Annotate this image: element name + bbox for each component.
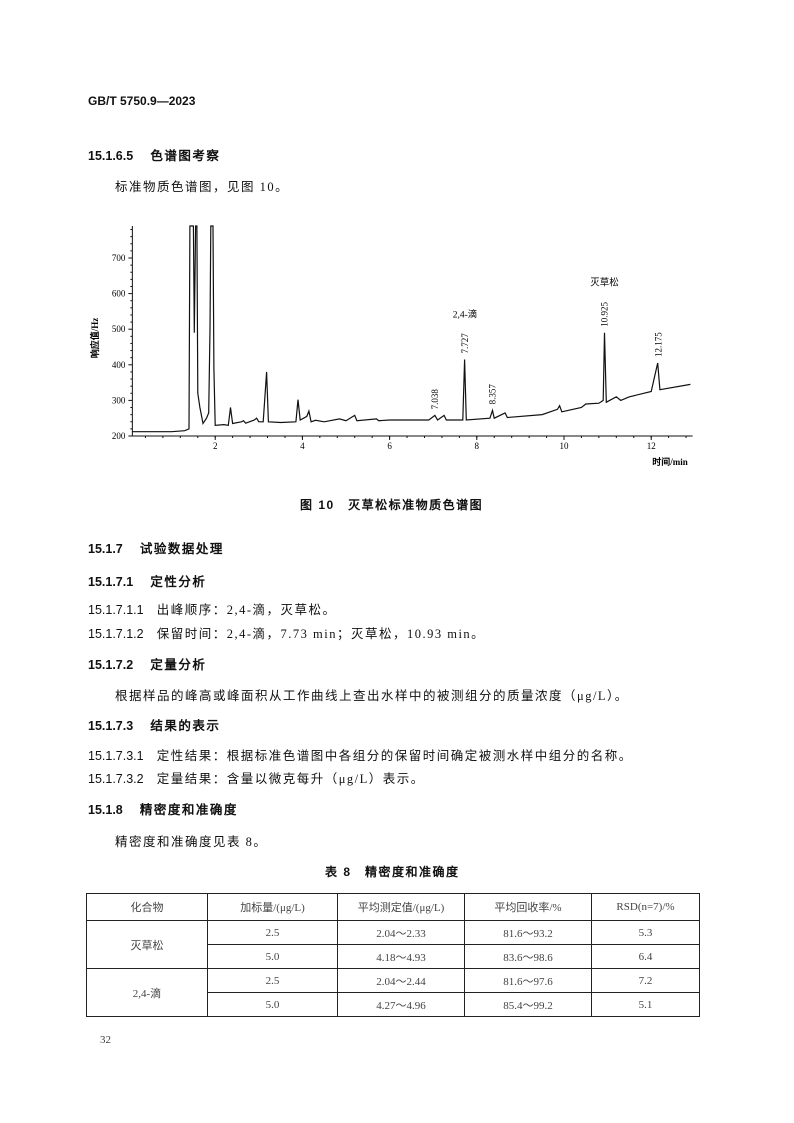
chromatogram-chart: 200 300 400 500 600 700 2 4 6 8 10 12 7.038 7.727 8.3… [89, 225, 693, 467]
table-cell: 5.0 [207, 992, 338, 1017]
section-heading-15-1-7-3: 15.1.7.3 结果的表示 [88, 715, 220, 734]
table-cell: 81.6～97.6 [464, 968, 592, 993]
section-heading-15-1-7-1: 15.1.7.1 定性分析 [88, 571, 206, 590]
item-text: 出峰顺序：2,4-滴，灭草松。 [156, 603, 337, 617]
peak-retention-label: 7.038 [430, 389, 440, 410]
table-cell: 2.5 [207, 968, 338, 993]
item-text: 定性结果：根据标准色谱图中各组分的保留时间确定被测水样中组分的名称。 [156, 749, 633, 763]
column-header: 平均测定值/(μg/L) [337, 893, 465, 921]
column-header: RSD(n=7)/% [591, 893, 700, 921]
item-15-1-7-1-2: 15.1.7.1.2 保留时间：2,4-滴，7.73 min；灭草松，10.93… [88, 623, 485, 642]
y-tick-label: 600 [112, 289, 126, 299]
peak-retention-label: 10.925 [600, 302, 610, 327]
section-number: 15.1.7.3 [88, 719, 134, 733]
table-cell: 2.04～2.33 [337, 920, 465, 945]
chart-ticks: 200 300 400 500 600 700 2 4 6 8 10 12 [112, 229, 687, 451]
y-axis-label: 响应值/Hz [89, 318, 100, 359]
table-row: 2,4-滴 2.5 2.04～2.44 81.6～97.6 7.2 [86, 968, 700, 1017]
x-axis-label: 时间/min [652, 456, 688, 467]
paragraph: 标准物质色谱图，见图 10。 [115, 180, 290, 194]
item-15-1-7-1-1: 15.1.7.1.1 出峰顺序：2,4-滴，灭草松。 [88, 599, 337, 618]
page-number: 32 [100, 1034, 111, 1046]
peak-retention-label: 12.175 [654, 332, 664, 357]
table-row: 5.0 4.27～4.96 85.4～99.2 5.1 [87, 992, 700, 1017]
compound-cell: 灭草松 [86, 920, 208, 969]
section-title: 精密度和准确度 [139, 803, 238, 817]
table-cell: 4.18～4.93 [337, 944, 465, 969]
chromatogram-trace [132, 225, 691, 433]
y-tick-label: 500 [112, 324, 126, 334]
paragraph: 根据样品的峰高或峰面积从工作曲线上查出水样中的被测组分的质量浓度（μg/L）。 [115, 689, 629, 703]
x-tick-label: 2 [213, 441, 218, 451]
section-number: 15.1.7.2 [88, 658, 134, 672]
peak-retention-label: 8.357 [487, 384, 497, 405]
standard-number: GB/T 5750.9—2023 [88, 94, 196, 108]
section-heading-15-1-7: 15.1.7 试验数据处理 [88, 538, 224, 557]
y-tick-label: 700 [112, 253, 126, 263]
compound-label: 2,4-滴 [453, 308, 478, 320]
table-title: 表 8 精密度和准确度 [325, 865, 460, 879]
table-cell: 85.4～99.2 [464, 992, 592, 1017]
column-header: 加标量/(μg/L) [207, 893, 338, 921]
figure-caption: 图 10 灭草松标准物质色谱图 [300, 498, 484, 512]
item-number: 15.1.7.3.2 [88, 772, 144, 786]
section-title: 定量分析 [150, 658, 207, 672]
section-title: 结果的表示 [150, 719, 221, 733]
item-number: 15.1.7.1.1 [88, 603, 144, 617]
section-heading-15-1-8: 15.1.8 精密度和准确度 [88, 799, 238, 818]
section-number: 15.1.7.1 [88, 575, 134, 589]
section-heading-15-1-6-5: 15.1.6.5 色谱图考察 [88, 145, 220, 164]
section-title: 试验数据处理 [139, 542, 224, 556]
compound-cell: 2,4-滴 [86, 968, 208, 1017]
table-row: 灭草松 2.5 2.04～2.33 81.6～93.2 5.3 [86, 920, 700, 969]
table-cell: 5.3 [591, 920, 700, 945]
section-number: 15.1.6.5 [88, 149, 134, 163]
item-number: 15.1.7.1.2 [88, 627, 144, 641]
paragraph: 精密度和准确度见表 8。 [115, 835, 268, 849]
compound-label: 灭草松 [590, 277, 619, 289]
x-tick-label: 8 [475, 441, 480, 451]
table-cell: 6.4 [591, 944, 700, 969]
table-row: 5.0 4.18～4.93 83.6～98.6 6.4 [87, 944, 700, 969]
chart-axes [131, 225, 693, 437]
section-number: 15.1.8 [88, 803, 123, 817]
item-15-1-7-3-1: 15.1.7.3.1 定性结果：根据标准色谱图中各组分的保留时间确定被测水样中组… [88, 745, 633, 764]
x-tick-label: 12 [647, 441, 656, 451]
x-tick-label: 10 [560, 441, 570, 451]
item-text: 定量结果：含量以微克每升（μg/L）表示。 [156, 772, 425, 786]
table-cell: 5.0 [207, 944, 338, 969]
x-tick-label: 4 [300, 441, 305, 451]
table-header-row: 化合物 加标量/(μg/L) 平均测定值/(μg/L) 平均回收率/% RSD(… [86, 893, 700, 921]
table-cell: 81.6～93.2 [464, 920, 592, 945]
table-cell: 83.6～98.6 [464, 944, 592, 969]
x-tick-label: 6 [387, 441, 392, 451]
item-15-1-7-3-2: 15.1.7.3.2 定量结果：含量以微克每升（μg/L）表示。 [88, 768, 425, 787]
y-tick-label: 200 [112, 431, 126, 441]
table-cell: 7.2 [591, 968, 700, 993]
item-number: 15.1.7.3.1 [88, 749, 144, 763]
y-tick-label: 300 [112, 395, 126, 405]
section-title: 定性分析 [150, 575, 207, 589]
section-title: 色谱图考察 [150, 149, 221, 163]
y-tick-label: 400 [112, 360, 126, 370]
item-text: 保留时间：2,4-滴，7.73 min；灭草松，10.93 min。 [156, 627, 486, 641]
column-header: 平均回收率/% [464, 893, 592, 921]
section-heading-15-1-7-2: 15.1.7.2 定量分析 [88, 654, 206, 673]
column-header: 化合物 [86, 893, 208, 921]
precision-table: 化合物 加标量/(μg/L) 平均测定值/(μg/L) 平均回收率/% RSD(… [86, 893, 700, 1017]
table-cell: 4.27～4.96 [337, 992, 465, 1017]
table-cell: 2.04～2.44 [337, 968, 465, 993]
peak-labels: 7.038 7.727 8.357 10.925 12.175 2,4-滴 灭草松 [430, 277, 664, 410]
section-number: 15.1.7 [88, 542, 123, 556]
table-cell: 5.1 [591, 992, 700, 1017]
peak-retention-label: 7.727 [460, 333, 470, 354]
table-cell: 2.5 [207, 920, 338, 945]
